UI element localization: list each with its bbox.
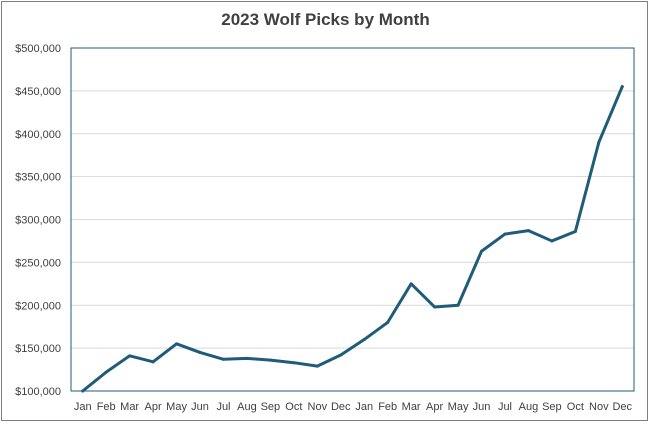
x-tick-label: Aug (237, 401, 257, 413)
x-tick-label: Dec (612, 401, 632, 413)
plot-area-border (70, 47, 635, 392)
x-tick-label: Jun (191, 401, 209, 413)
x-tick-label: Jul (216, 401, 230, 413)
data-point (292, 361, 296, 365)
series-group (81, 85, 624, 393)
chart-title: 2023 Wolf Picks by Month (221, 10, 430, 29)
data-point (104, 370, 108, 374)
data-point (362, 338, 366, 342)
x-tick-label: May (448, 401, 469, 413)
x-tick-label: Jan (74, 401, 92, 413)
x-tick-label: Nov (589, 401, 609, 413)
data-point (175, 342, 179, 346)
y-tick-label: $200,000 (15, 300, 61, 312)
data-point (386, 320, 390, 324)
x-tick-label: Sep (261, 401, 281, 413)
x-tick-label: Oct (285, 401, 302, 413)
y-tick-label: $400,000 (15, 129, 61, 141)
x-axis-ticks: Jan Feb Mar Apr May Jun Jul Aug Sep Oct Nov Dec Jan F… (74, 401, 633, 413)
data-point (456, 303, 460, 307)
y-tick-label: $150,000 (15, 343, 61, 355)
y-tick-label: $250,000 (15, 257, 61, 269)
x-tick-label: Oct (567, 401, 584, 413)
x-tick-label: Feb (97, 401, 116, 413)
x-tick-label: Aug (519, 401, 539, 413)
data-point (597, 140, 601, 144)
x-tick-label: Jul (498, 401, 512, 413)
x-tick-label: Sep (542, 401, 562, 413)
data-point (81, 389, 85, 393)
data-point (550, 239, 554, 243)
data-point (433, 305, 437, 309)
data-point (315, 364, 319, 368)
data-point (573, 230, 577, 234)
x-tick-label: Jun (473, 401, 491, 413)
data-point (620, 85, 624, 89)
data-point (480, 249, 484, 253)
x-tick-label: Mar (120, 401, 139, 413)
y-tick-label: $100,000 (15, 386, 61, 398)
y-tick-label: $300,000 (15, 215, 61, 227)
x-tick-label: Nov (308, 401, 328, 413)
x-tick-label: Dec (331, 401, 351, 413)
y-tick-label: $450,000 (15, 86, 61, 98)
x-tick-label: May (166, 401, 187, 413)
data-point (128, 354, 132, 358)
data-point (526, 229, 530, 233)
gridlines (71, 47, 634, 349)
x-tick-label: Apr (145, 401, 162, 413)
series-line (81, 85, 624, 393)
data-point (409, 282, 413, 286)
data-point (245, 356, 249, 360)
data-point (151, 360, 155, 364)
x-tick-label: Feb (378, 401, 397, 413)
x-tick-label: Mar (402, 401, 421, 413)
data-point (221, 357, 225, 361)
data-point (268, 358, 272, 362)
y-tick-label: $500,000 (15, 43, 61, 55)
data-point (503, 232, 507, 236)
data-point (198, 350, 202, 354)
data-point (339, 353, 343, 357)
x-tick-label: Apr (426, 401, 443, 413)
y-axis-ticks: $100,000 $150,000 $200,000 $250,000 $300,000… (15, 43, 61, 398)
y-tick-label: $350,000 (15, 172, 61, 184)
x-tick-label: Jan (355, 401, 373, 413)
